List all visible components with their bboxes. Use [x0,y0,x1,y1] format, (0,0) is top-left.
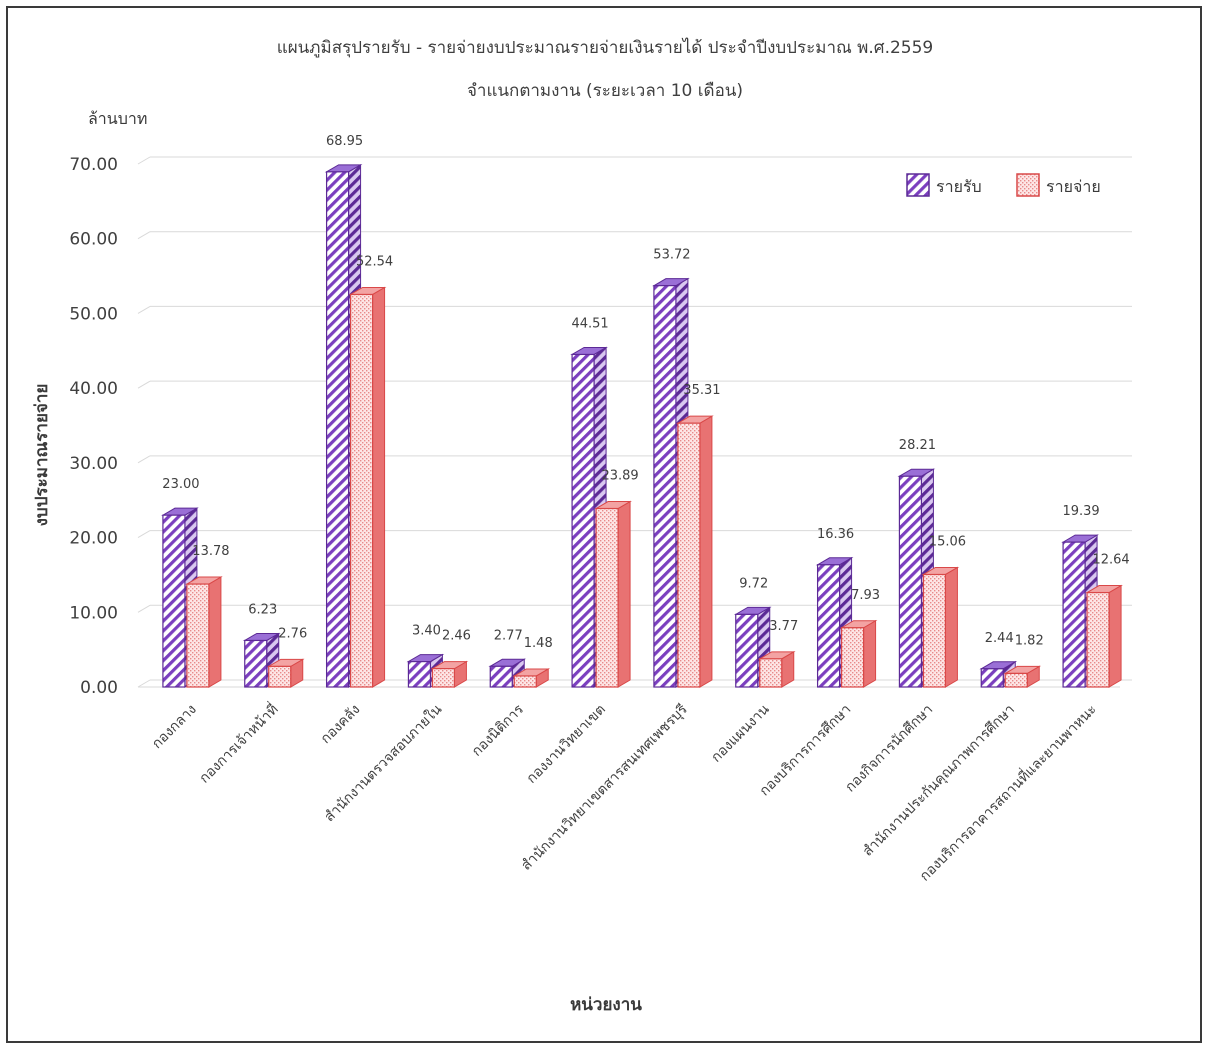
data-label-expense: 3.77 [769,619,798,634]
y-tick-label: 30.00 [69,454,118,474]
chart-subtitle: จำแนกตามงาน (ระยะเวลา 10 เดือน) [467,81,743,101]
category-label: กองงานวิทยาเขต [524,702,609,787]
y-tick-label: 10.00 [69,603,118,623]
data-label-income: 2.44 [985,631,1014,646]
data-label-expense: 35.31 [683,383,720,398]
bar-expense [677,422,701,688]
category-label: สำนักงานประกันคุณภาพการศึกษา [860,702,1018,860]
gridline-depth [137,455,151,464]
legend-label-expense: รายจ่าย [1046,177,1101,196]
legend-swatch-income [906,173,930,197]
data-label-expense: 1.48 [524,636,553,651]
bar-income [407,660,432,688]
data-label-expense: 7.93 [851,588,880,603]
legend-label-income: รายรับ [936,177,982,196]
bar-income [653,285,677,688]
data-label-income: 53.72 [653,248,690,263]
bar-expense-side [699,415,713,688]
data-label-expense: 2.46 [442,629,471,644]
data-label-income: 44.51 [571,316,608,331]
bar-expense [922,573,947,688]
bar-expense [840,627,865,688]
data-label-expense: 12.64 [1092,553,1129,568]
category-label: กองกลาง [149,702,200,753]
gridline-depth [137,305,151,314]
data-label-expense: 13.78 [192,544,229,559]
data-label-income: 28.21 [899,438,936,453]
category-label: กองบริการการศึกษา [757,702,855,800]
bar-expense [268,665,292,688]
bar-income [571,353,595,688]
bar-expense [1086,591,1110,688]
category-label: กองนิติการ [469,701,527,759]
gridline-depth [137,380,151,389]
bar-expense [349,293,374,688]
gridline-depth [137,530,151,539]
chart-title: แผนภูมิสรุปรายรับ - รายจ่ายงบประมาณรายจ่… [277,37,933,58]
category-label: กองการเจ้าหน้าที่ [195,700,281,786]
bar-income [980,668,1004,688]
unit-label: ล้านบาท [88,109,147,128]
data-label-income: 2.77 [494,628,523,643]
bar-expense-side [944,566,958,688]
category-label: สำนักงานวิทยาเขตสารสนเทศเพชรบุรี [518,701,691,874]
bar-income [898,475,923,688]
gridline-depth [137,231,151,240]
data-label-income: 3.40 [412,624,441,639]
y-tick-label: 0.00 [80,678,118,698]
bar-expense [595,507,619,688]
gridline-depth [137,604,151,613]
bar-expense-side [863,619,877,688]
bar-income [735,613,759,688]
legend: รายรับ รายจ่าย [906,173,1101,197]
y-tick-label: 60.00 [69,230,118,250]
data-label-income: 23.00 [162,477,199,492]
bar-expense [186,583,210,688]
x-axis-title: หน่วยงาน [570,995,642,1015]
gridline-depth [137,679,151,688]
legend-swatch-expense [1016,173,1040,197]
y-tick-label: 40.00 [69,379,118,399]
bar-expense [513,675,537,688]
data-label-expense: 23.89 [601,469,638,484]
category-label: กองกิจการนักศึกษา [842,702,936,796]
bar-expense-side [617,500,631,688]
y-tick-label: 50.00 [69,304,118,324]
category-label: กองคลัง [318,702,364,748]
data-label-expense: 2.76 [278,626,307,641]
data-labels: 23.00 13.78 6.232.76 68.95 52.54 3.40 2.46 2.77… [162,134,1129,651]
bar-expense-side [208,576,222,688]
bar-income [244,639,268,688]
data-label-income: 68.95 [326,134,363,149]
category-label: กองแผนงาน [708,701,772,765]
y-tick-label: 20.00 [69,529,118,549]
category-label: กองบริการอาคารสถานที่และยานพาหนะ [915,700,1099,884]
data-label-income: 9.72 [739,576,768,591]
data-label-expense: 52.54 [356,254,393,269]
y-tick-label: 70.00 [69,155,118,175]
gridline-depth [137,156,151,165]
data-label-income: 19.39 [1062,504,1099,519]
y-tick-labels: 0.00 10.00 20.00 30.00 40.00 50.00 60.00 70.00 [69,155,118,698]
bar-series [161,163,1123,688]
bar-expense [1004,672,1028,688]
bar-income [816,564,841,688]
y-axis-title: งบประมาณรายจ่าย [32,384,52,527]
bar-expense-side [372,286,386,688]
bar-income [162,514,186,688]
bar-expense [431,668,456,688]
gridlines [137,156,1132,688]
bar-income [489,665,513,688]
bar-income [1062,541,1086,688]
bar-income [325,171,350,688]
data-label-expense: 1.82 [1015,633,1044,648]
data-label-income: 16.36 [817,527,854,542]
bar-expense [759,658,783,688]
bar-expense-side [1108,584,1122,688]
data-label-income: 6.23 [248,602,277,617]
data-label-expense: 15.06 [929,534,966,549]
